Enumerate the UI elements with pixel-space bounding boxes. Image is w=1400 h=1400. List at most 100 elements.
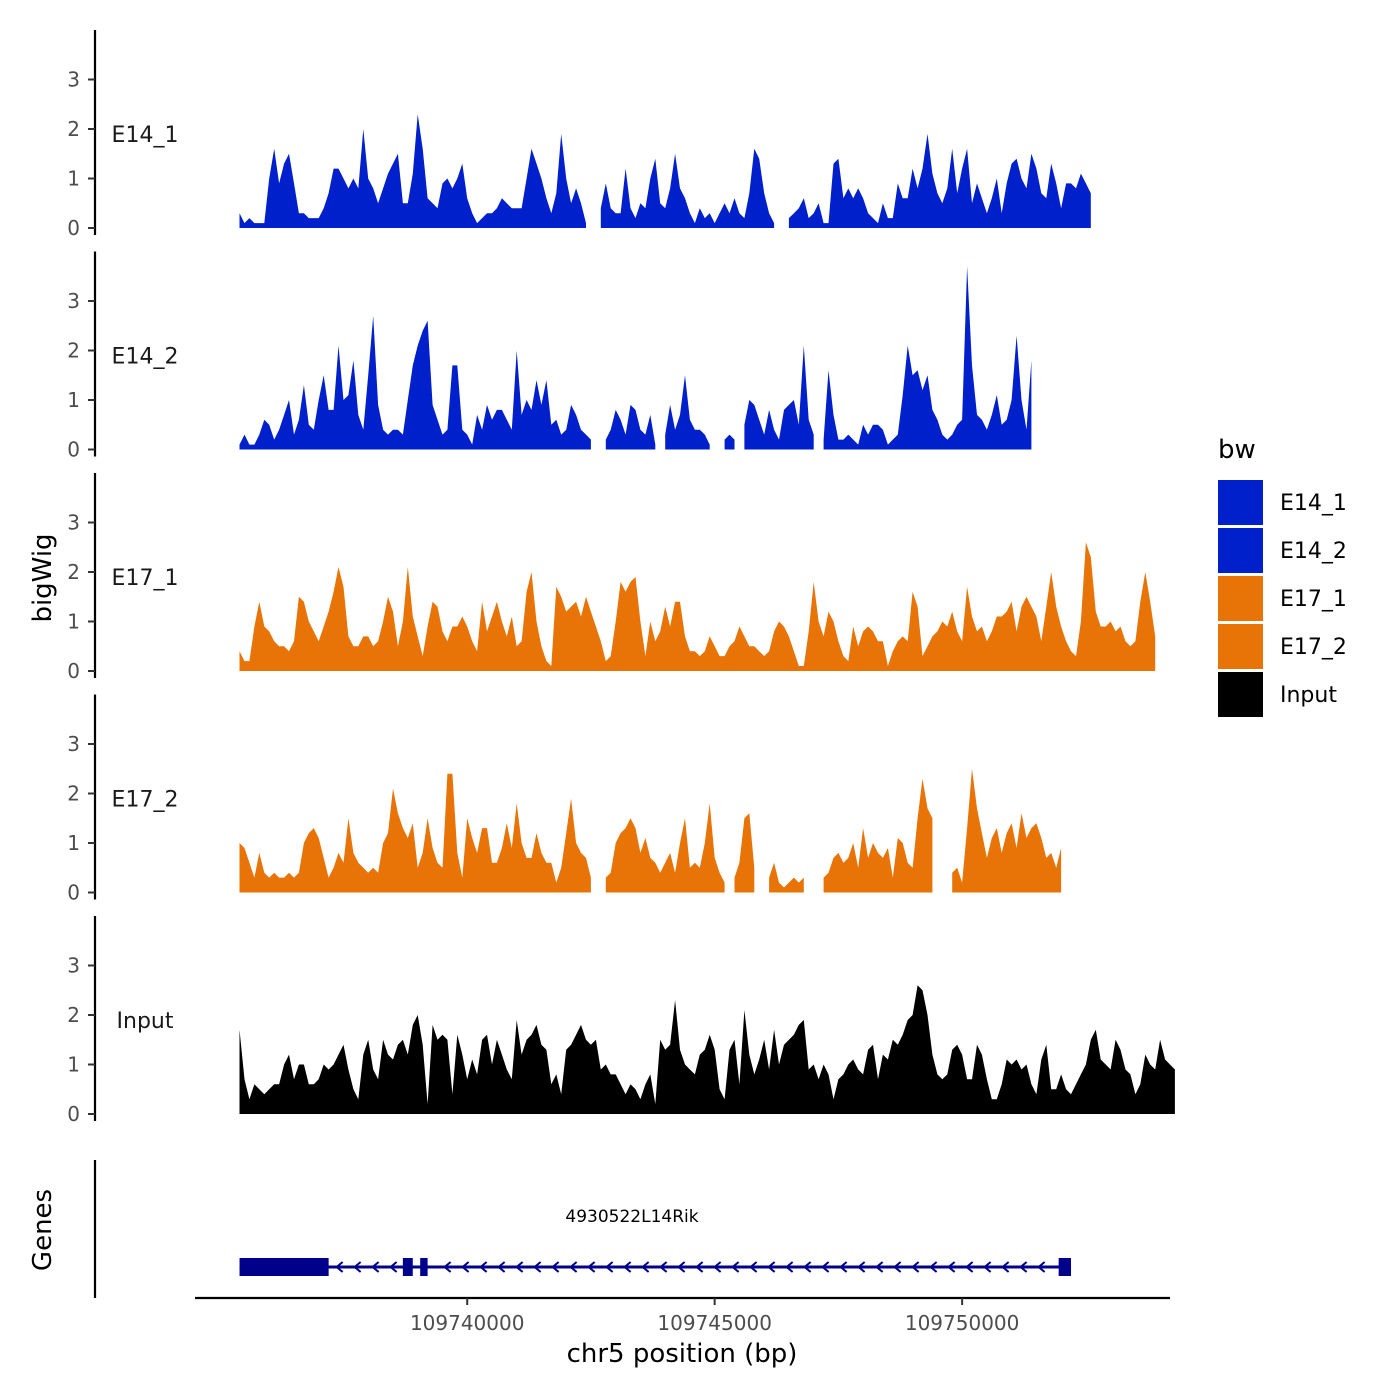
area-E14_1	[239, 114, 1091, 228]
strand-arrow	[1019, 1261, 1028, 1273]
genes-panel: Genes 4930522L14Rik	[28, 1160, 1072, 1298]
strand-arrow	[767, 1261, 776, 1273]
strand-arrow	[911, 1261, 920, 1273]
strand-arrow	[893, 1261, 902, 1273]
legend-title: bw	[1218, 435, 1256, 465]
strand-arrow	[965, 1261, 974, 1273]
strand-arrow	[533, 1261, 542, 1273]
track-label-Input: Input	[117, 1009, 174, 1034]
gene-model	[239, 1258, 1072, 1276]
strand-arrow	[353, 1261, 362, 1273]
legend-key-E14_2	[1218, 528, 1263, 573]
y-tick-label: 3	[67, 68, 80, 92]
strand-arrow	[731, 1261, 740, 1273]
gene-exon	[1058, 1258, 1072, 1276]
gene-exon	[402, 1258, 413, 1276]
legend-label-E14_1: E14_1	[1280, 491, 1347, 516]
track-label-E17_2: E17_2	[112, 788, 179, 813]
strand-arrow	[587, 1261, 596, 1273]
gene-name-label: 4930522L14Rik	[565, 1207, 698, 1227]
track-E17_1: 0 1 2 3 E17_1	[67, 473, 1156, 683]
strand-arrow	[605, 1261, 614, 1273]
strand-arrow	[695, 1261, 704, 1273]
area-E17_1	[239, 542, 1156, 671]
y-tick-label: 2	[67, 339, 80, 363]
y-tick-label: 2	[67, 1003, 80, 1027]
track-label-E17_1: E17_1	[112, 566, 179, 591]
area-Input	[239, 985, 1175, 1114]
legend-key-Input	[1218, 672, 1263, 717]
strand-arrow	[569, 1261, 578, 1273]
track-E14_2: 0 1 2 3 E14_2	[67, 251, 1032, 462]
track-label-E14_1: E14_1	[112, 123, 179, 148]
strand-arrow	[623, 1261, 632, 1273]
legend-label-Input: Input	[1280, 683, 1337, 708]
track-E14_1: 0 1 2 3 E14_1	[67, 30, 1091, 240]
y-tick-label: 1	[67, 831, 80, 855]
strand-arrow	[677, 1261, 686, 1273]
strand-arrow	[479, 1261, 488, 1273]
strand-arrow	[461, 1261, 470, 1273]
y-axis-title: bigWig	[28, 533, 58, 622]
track-label-E14_2: E14_2	[112, 345, 179, 370]
legend-key-E17_2	[1218, 624, 1263, 669]
strand-arrow	[947, 1261, 956, 1273]
y-tick-label: 1	[67, 610, 80, 634]
gene-exon	[239, 1258, 329, 1276]
y-tick-label: 3	[67, 511, 80, 535]
strand-arrow	[1037, 1261, 1046, 1273]
area-E17_2	[239, 768, 1071, 893]
y-tick-label: 2	[67, 117, 80, 141]
area-E14_2	[239, 266, 1032, 450]
strand-arrow	[713, 1261, 722, 1273]
x-axis: 109740000 109745000 109750000	[195, 1296, 1170, 1335]
x-axis-title: chr5 position (bp)	[567, 1339, 798, 1369]
x-tick-label: 109745000	[657, 1311, 772, 1335]
strand-arrow	[389, 1261, 398, 1273]
y-tick-label: 0	[67, 881, 80, 905]
y-tick-label: 2	[67, 782, 80, 806]
gene-exon	[420, 1258, 428, 1276]
legend: bw E14_1 E14_2 E17_1 E17_2 Input	[1218, 435, 1347, 717]
x-tick-label: 109740000	[410, 1311, 525, 1335]
legend-label-E17_2: E17_2	[1280, 635, 1347, 660]
y-tick-label: 3	[67, 954, 80, 978]
strand-arrow	[929, 1261, 938, 1273]
strand-arrow	[875, 1261, 884, 1273]
strand-arrow	[497, 1261, 506, 1273]
strand-arrow	[749, 1261, 758, 1273]
y-tick-label: 0	[67, 1102, 80, 1126]
strand-arrow	[785, 1261, 794, 1273]
strand-arrow	[857, 1261, 866, 1273]
legend-label-E14_2: E14_2	[1280, 539, 1347, 564]
signal-tracks: 0 1 2 3 E14_1 0 1 2 3 E14_2 0 1 2 3 E17_1 0 1 2 3 E17_2 0 1 2 3…	[67, 30, 1175, 1126]
track-Input: 0 1 2 3 Input	[67, 916, 1175, 1126]
strand-arrow	[803, 1261, 812, 1273]
x-tick-label: 109750000	[905, 1311, 1020, 1335]
legend-key-E14_1	[1218, 480, 1263, 525]
y-tick-label: 0	[67, 659, 80, 683]
y-tick-label: 0	[67, 216, 80, 240]
y-tick-label: 0	[67, 438, 80, 462]
genes-panel-title: Genes	[28, 1189, 58, 1271]
strand-arrow	[641, 1261, 650, 1273]
y-tick-label: 1	[67, 167, 80, 191]
strand-arrow	[821, 1261, 830, 1273]
legend-label-E17_1: E17_1	[1280, 587, 1347, 612]
y-tick-label: 3	[67, 732, 80, 756]
strand-arrow	[1001, 1261, 1010, 1273]
y-tick-label: 1	[67, 388, 80, 412]
strand-arrow	[659, 1261, 668, 1273]
strand-arrow	[443, 1261, 452, 1273]
legend-key-E17_1	[1218, 576, 1263, 621]
track-E17_2: 0 1 2 3 E17_2	[67, 694, 1071, 905]
strand-arrow	[335, 1261, 344, 1273]
y-tick-label: 2	[67, 560, 80, 584]
strand-arrow	[983, 1261, 992, 1273]
strand-arrow	[371, 1261, 380, 1273]
y-tick-label: 1	[67, 1053, 80, 1077]
strand-arrow	[515, 1261, 524, 1273]
y-tick-label: 3	[67, 289, 80, 313]
strand-arrow	[839, 1261, 848, 1273]
